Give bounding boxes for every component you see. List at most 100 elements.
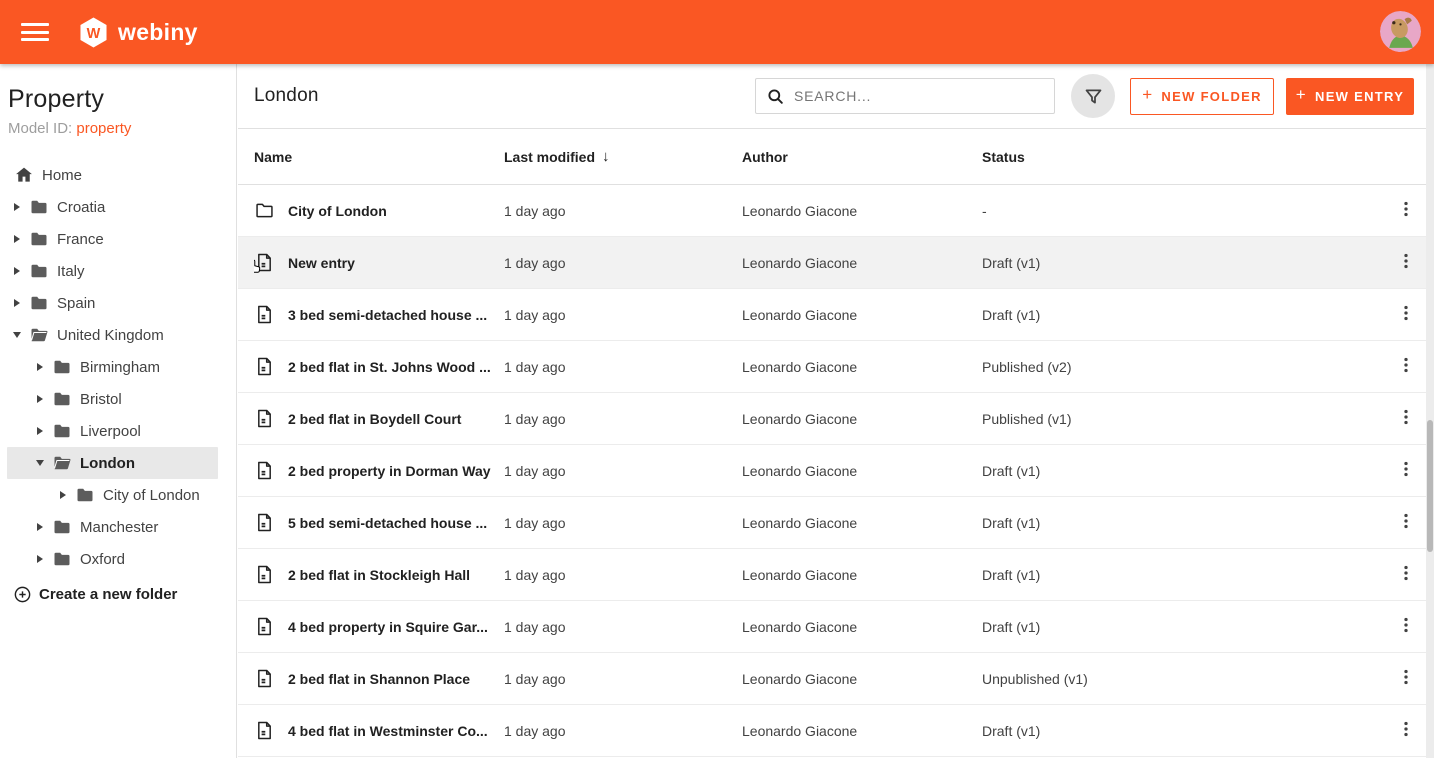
author-value: Leonardo Giacone bbox=[742, 566, 858, 583]
tree-item-home[interactable]: Home bbox=[0, 159, 236, 191]
author-value: Leonardo Giacone bbox=[742, 670, 858, 687]
table-row-4-bed-property-in-squire-gar[interactable]: 4 bed property in Squire Gar... 1 day ago… bbox=[238, 601, 1434, 653]
row-actions-menu-button[interactable] bbox=[1388, 557, 1424, 593]
author-value: Leonardo Giacone bbox=[742, 202, 858, 219]
kebab-menu-icon bbox=[1396, 303, 1416, 326]
last-modified-value: 1 day ago bbox=[504, 566, 566, 583]
table-row-4-bed-flat-in-westminster-co[interactable]: 4 bed flat in Westminster Co... 1 day ago… bbox=[238, 705, 1434, 757]
tree-item-bristol[interactable]: Bristol bbox=[0, 383, 236, 415]
page-title: London bbox=[254, 85, 319, 106]
folder-icon bbox=[29, 261, 49, 281]
sidebar: Property Model ID: property Home Croatia… bbox=[0, 64, 237, 758]
tree-item-united-kingdom[interactable]: United Kingdom bbox=[0, 319, 236, 351]
entry-name: 5 bed semi-detached house ... bbox=[288, 514, 488, 531]
tree-item-london[interactable]: London bbox=[7, 447, 218, 479]
tree-item-city-of-london[interactable]: City of London bbox=[0, 479, 236, 511]
column-header-last-modified[interactable]: Last modified ↓ bbox=[504, 148, 610, 165]
plus-icon: + bbox=[1295, 85, 1307, 104]
tree-item-label: Home bbox=[42, 166, 83, 184]
scrollbar-thumb[interactable] bbox=[1427, 420, 1433, 552]
last-modified-value: 1 day ago bbox=[504, 358, 566, 375]
tree-item-croatia[interactable]: Croatia bbox=[0, 191, 236, 223]
table-row-2-bed-property-in-dorman-way[interactable]: 2 bed property in Dorman Way 1 day ago Leo… bbox=[238, 445, 1434, 497]
row-actions-menu-button[interactable] bbox=[1388, 505, 1424, 541]
webiny-logo[interactable]: W webiny bbox=[78, 17, 198, 48]
kebab-menu-icon bbox=[1396, 563, 1416, 586]
new-folder-button[interactable]: + NEW FOLDER bbox=[1130, 77, 1274, 115]
row-actions-menu-button[interactable] bbox=[1388, 453, 1424, 489]
new-folder-label: NEW FOLDER bbox=[1161, 88, 1262, 104]
chevron-right-icon[interactable] bbox=[11, 297, 23, 309]
column-header-author[interactable]: Author bbox=[742, 148, 788, 165]
entry-name: 4 bed property in Squire Gar... bbox=[288, 618, 488, 635]
model-title: Property bbox=[8, 85, 105, 113]
entry-name: City of London bbox=[288, 202, 387, 219]
chevron-right-icon[interactable] bbox=[34, 521, 46, 533]
table-row-2-bed-flat-in-stockleigh-hall[interactable]: 2 bed flat in Stockleigh Hall 1 day ago Le… bbox=[238, 549, 1434, 601]
chevron-right-icon[interactable] bbox=[34, 393, 46, 405]
table-row-2-bed-flat-in-boydell-court[interactable]: 2 bed flat in Boydell Court 1 day ago Leon… bbox=[238, 393, 1434, 445]
chevron-right-icon[interactable] bbox=[11, 233, 23, 245]
status-value: Published (v1) bbox=[982, 410, 1072, 427]
tree-item-france[interactable]: France bbox=[0, 223, 236, 255]
tree-item-label: Croatia bbox=[57, 198, 106, 216]
table-row-5-bed-semi-detached-house[interactable]: 5 bed semi-detached house ... 1 day ago Le… bbox=[238, 497, 1434, 549]
column-header-status[interactable]: Status bbox=[982, 148, 1025, 165]
tree-item-manchester[interactable]: Manchester bbox=[0, 511, 236, 543]
chevron-right-icon[interactable] bbox=[34, 361, 46, 373]
column-header-name[interactable]: Name bbox=[254, 148, 293, 165]
new-entry-button[interactable]: + NEW ENTRY bbox=[1286, 77, 1414, 115]
author-value: Leonardo Giacone bbox=[742, 306, 858, 323]
document-icon bbox=[254, 252, 275, 273]
search-input[interactable] bbox=[794, 88, 1044, 104]
chevron-right-icon[interactable] bbox=[11, 265, 23, 277]
table-row-2-bed-flat-in-st-johns-wood[interactable]: 2 bed flat in St. Johns Wood ... 1 day ag… bbox=[238, 341, 1434, 393]
tree-item-liverpool[interactable]: Liverpool bbox=[0, 415, 236, 447]
chevron-right-icon[interactable] bbox=[11, 201, 23, 213]
row-actions-menu-button[interactable] bbox=[1388, 661, 1424, 697]
content-toolbar: London + NEW FOLDER bbox=[238, 64, 1434, 129]
folder-tree: Home Croatia France Italy Spain United Kingd… bbox=[0, 159, 236, 575]
create-folder-button[interactable]: Create a new folder bbox=[0, 577, 236, 611]
tree-item-spain[interactable]: Spain bbox=[0, 287, 236, 319]
row-actions-menu-button[interactable] bbox=[1388, 193, 1424, 229]
chevron-down-icon[interactable] bbox=[11, 329, 23, 341]
hamburger-menu-icon[interactable] bbox=[21, 23, 49, 41]
user-avatar[interactable] bbox=[1380, 11, 1421, 52]
tree-item-label: France bbox=[57, 230, 104, 248]
tree-item-italy[interactable]: Italy bbox=[0, 255, 236, 287]
document-icon bbox=[254, 512, 275, 533]
search-icon bbox=[766, 87, 785, 106]
tree-item-oxford[interactable]: Oxford bbox=[0, 543, 236, 575]
plus-icon: + bbox=[1142, 85, 1154, 104]
chevron-down-icon[interactable] bbox=[34, 457, 46, 469]
status-value: Draft (v1) bbox=[982, 254, 1041, 271]
row-actions-menu-button[interactable] bbox=[1388, 609, 1424, 645]
tree-item-label: Liverpool bbox=[80, 422, 141, 440]
folder-open-icon bbox=[52, 453, 72, 473]
tree-item-birmingham[interactable]: Birmingham bbox=[0, 351, 236, 383]
document-icon bbox=[254, 564, 275, 585]
row-actions-menu-button[interactable] bbox=[1388, 297, 1424, 333]
table-row-new-entry[interactable]: New entry 1 day ago Leonardo Giacone Draft … bbox=[238, 237, 1434, 289]
search-box bbox=[755, 78, 1055, 114]
last-modified-value: 1 day ago bbox=[504, 722, 566, 739]
filter-button[interactable] bbox=[1071, 74, 1115, 118]
chevron-right-icon[interactable] bbox=[57, 489, 69, 501]
vertical-scrollbar[interactable] bbox=[1426, 64, 1434, 758]
row-actions-menu-button[interactable] bbox=[1388, 245, 1424, 281]
folder-icon bbox=[29, 229, 49, 249]
table-row-2-bed-flat-in-shannon-place[interactable]: 2 bed flat in Shannon Place 1 day ago Leon… bbox=[238, 653, 1434, 705]
row-actions-menu-button[interactable] bbox=[1388, 349, 1424, 385]
chevron-right-icon[interactable] bbox=[34, 553, 46, 565]
sort-descending-icon[interactable]: ↓ bbox=[602, 148, 610, 165]
folder-icon bbox=[29, 197, 49, 217]
table-row-3-bed-semi-detached-house[interactable]: 3 bed semi-detached house ... 1 day ago Le… bbox=[238, 289, 1434, 341]
row-actions-menu-button[interactable] bbox=[1388, 713, 1424, 749]
table-row-city-of-london[interactable]: City of London 1 day ago Leonardo Giacone - bbox=[238, 185, 1434, 237]
row-actions-menu-button[interactable] bbox=[1388, 401, 1424, 437]
chevron-right-icon[interactable] bbox=[34, 425, 46, 437]
author-value: Leonardo Giacone bbox=[742, 462, 858, 479]
content-area: London + NEW FOLDER bbox=[238, 64, 1434, 758]
plus-circle-icon bbox=[13, 585, 32, 604]
